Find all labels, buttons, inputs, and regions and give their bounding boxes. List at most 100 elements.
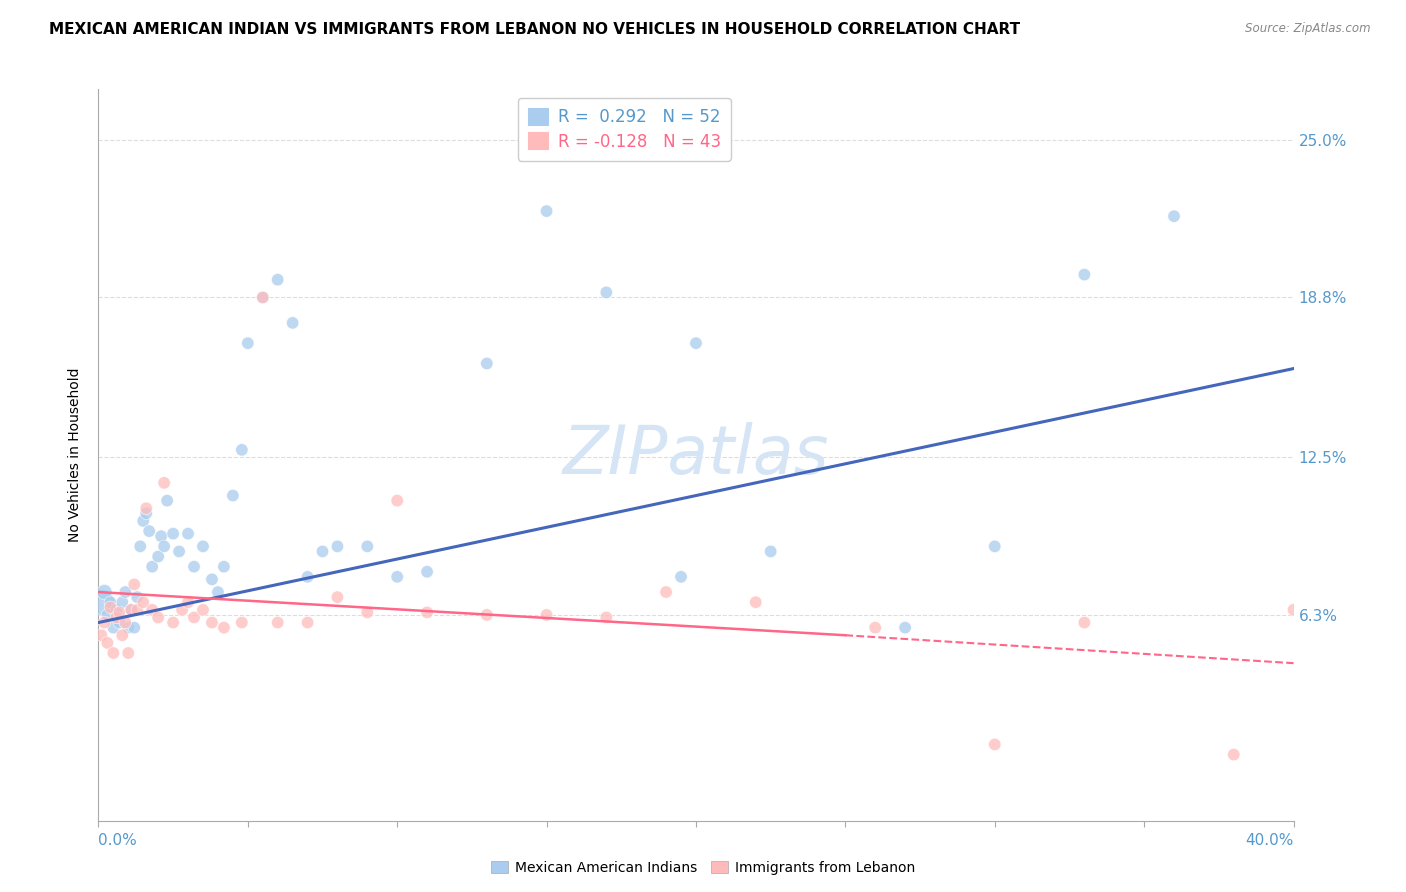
Point: [984, 738, 1007, 752]
Point: [1163, 209, 1185, 223]
Point: [98, 600, 122, 615]
Point: [141, 603, 163, 617]
Point: [124, 621, 146, 635]
Point: [385, 570, 409, 584]
Point: [894, 621, 917, 635]
Point: [167, 544, 190, 558]
Point: [655, 585, 678, 599]
Point: [236, 336, 259, 351]
Y-axis label: No Vehicles in Household: No Vehicles in Household: [69, 368, 83, 542]
Point: [90, 595, 112, 609]
Point: [984, 539, 1007, 553]
Point: [475, 356, 498, 371]
Point: [231, 615, 253, 630]
Point: [297, 615, 319, 630]
Point: [105, 610, 128, 624]
Point: [148, 610, 170, 624]
Point: [127, 603, 149, 617]
Point: [222, 489, 245, 503]
Point: [103, 621, 125, 635]
Point: [135, 501, 157, 516]
Point: [108, 606, 131, 620]
Legend: R =  0.292   N = 52, R = -0.128   N = 43: R = 0.292 N = 52, R = -0.128 N = 43: [517, 97, 731, 161]
Point: [177, 526, 200, 541]
Point: [93, 585, 115, 599]
Point: [595, 610, 617, 624]
Point: [153, 539, 176, 553]
Point: [191, 539, 214, 553]
Point: [212, 621, 235, 635]
Text: 0.0%: 0.0%: [98, 833, 138, 848]
Point: [111, 628, 134, 642]
Point: [201, 615, 224, 630]
Point: [96, 636, 118, 650]
Point: [114, 585, 136, 599]
Point: [120, 603, 142, 617]
Point: [267, 273, 290, 287]
Point: [124, 577, 146, 591]
Point: [132, 514, 155, 528]
Point: [183, 559, 205, 574]
Point: [108, 615, 131, 630]
Point: [231, 442, 253, 457]
Point: [475, 607, 498, 622]
Point: [114, 615, 136, 630]
Point: [111, 595, 134, 609]
Point: [148, 549, 170, 564]
Point: [356, 606, 378, 620]
Point: [120, 603, 142, 617]
Point: [201, 573, 224, 587]
Point: [669, 570, 692, 584]
Point: [416, 606, 439, 620]
Point: [356, 539, 378, 553]
Point: [117, 621, 139, 635]
Point: [311, 544, 333, 558]
Point: [132, 595, 155, 609]
Point: [685, 336, 707, 351]
Point: [536, 204, 558, 219]
Point: [135, 506, 157, 520]
Point: [98, 595, 122, 609]
Point: [252, 290, 274, 304]
Point: [162, 526, 184, 541]
Point: [1073, 615, 1095, 630]
Point: [150, 529, 173, 543]
Point: [267, 615, 290, 630]
Point: [138, 524, 160, 538]
Point: [252, 290, 274, 304]
Point: [865, 621, 887, 635]
Point: [162, 615, 184, 630]
Point: [103, 646, 125, 660]
Point: [129, 539, 152, 553]
Point: [183, 610, 205, 624]
Point: [96, 607, 118, 622]
Point: [416, 565, 439, 579]
Point: [156, 493, 179, 508]
Point: [326, 590, 349, 604]
Point: [297, 570, 319, 584]
Point: [90, 628, 112, 642]
Point: [536, 607, 558, 622]
Point: [759, 544, 782, 558]
Point: [117, 646, 139, 660]
Point: [141, 559, 163, 574]
Point: [385, 493, 409, 508]
Legend: Mexican American Indians, Immigrants from Lebanon: Mexican American Indians, Immigrants fro…: [485, 855, 921, 880]
Point: [207, 585, 229, 599]
Text: MEXICAN AMERICAN INDIAN VS IMMIGRANTS FROM LEBANON NO VEHICLES IN HOUSEHOLD CORR: MEXICAN AMERICAN INDIAN VS IMMIGRANTS FR…: [49, 22, 1021, 37]
Point: [177, 595, 200, 609]
Text: ZIPatlas: ZIPatlas: [562, 422, 830, 488]
Point: [1073, 268, 1095, 282]
Text: Source: ZipAtlas.com: Source: ZipAtlas.com: [1246, 22, 1371, 36]
Point: [1282, 603, 1305, 617]
Point: [172, 603, 194, 617]
Point: [1223, 747, 1246, 762]
Text: 40.0%: 40.0%: [1246, 833, 1294, 848]
Point: [105, 603, 128, 617]
Point: [281, 316, 304, 330]
Point: [127, 590, 149, 604]
Point: [153, 475, 176, 490]
Point: [745, 595, 768, 609]
Point: [595, 285, 617, 300]
Point: [93, 615, 115, 630]
